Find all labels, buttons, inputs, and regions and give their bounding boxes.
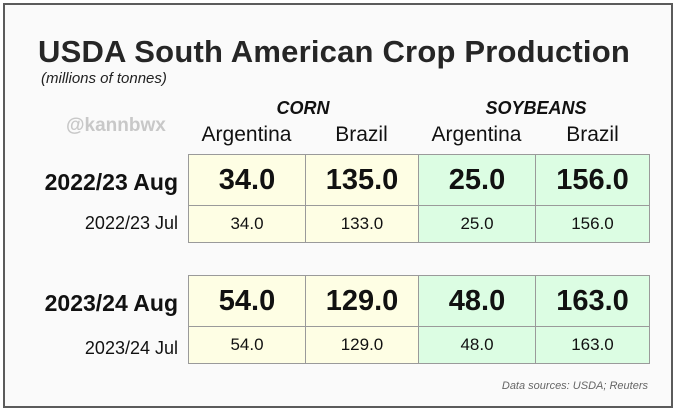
page-title: USDA South American Crop Production xyxy=(38,34,631,69)
row-label: 2023/24 Aug xyxy=(44,290,178,316)
subtitle: (millions of tonnes) xyxy=(41,70,167,87)
row-label: 2023/24 Jul xyxy=(84,338,178,358)
table-cell: 54.0 xyxy=(188,275,306,327)
table-cell: 25.0 xyxy=(418,154,536,206)
table-cell: 156.0 xyxy=(535,205,650,243)
table-cell: 48.0 xyxy=(418,326,536,364)
table-cell: 34.0 xyxy=(188,154,306,206)
table-cell: 34.0 xyxy=(188,205,306,243)
table-cell: 135.0 xyxy=(305,154,419,206)
col-header-corn-brazil: Brazil xyxy=(335,123,388,146)
table-cell: 54.0 xyxy=(188,326,306,364)
row-label: 2022/23 Aug xyxy=(44,169,178,195)
table-cell: 129.0 xyxy=(305,275,419,327)
group-header-soybeans: SOYBEANS xyxy=(485,98,587,118)
table-cell: 129.0 xyxy=(305,326,419,364)
table-cell: 133.0 xyxy=(305,205,419,243)
table-cell: 163.0 xyxy=(535,326,650,364)
data-source-note: Data sources: USDA; Reuters xyxy=(501,380,648,392)
table-cell: 163.0 xyxy=(535,275,650,327)
table-cell: 156.0 xyxy=(535,154,650,206)
watermark: @kannbwx xyxy=(66,115,166,136)
col-header-soy-brazil: Brazil xyxy=(566,123,619,146)
col-header-corn-argentina: Argentina xyxy=(201,123,292,146)
col-header-soy-argentina: Argentina xyxy=(431,123,522,146)
row-label: 2022/23 Jul xyxy=(84,213,178,233)
group-header-corn: CORN xyxy=(276,98,330,118)
table-cell: 48.0 xyxy=(418,275,536,327)
table-cell: 25.0 xyxy=(418,205,536,243)
